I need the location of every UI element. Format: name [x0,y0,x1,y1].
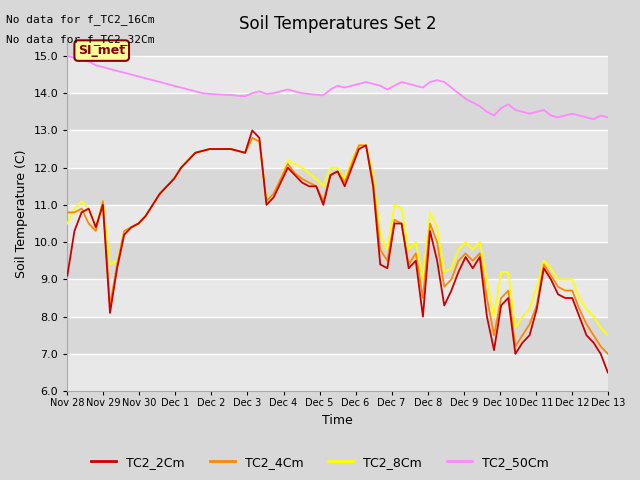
Bar [67,279,608,317]
Bar [67,131,608,168]
Bar [67,37,608,56]
X-axis label: Time: Time [322,414,353,427]
Bar [67,56,608,93]
Text: SI_met: SI_met [78,44,125,57]
Text: No data for f_TC2_16Cm: No data for f_TC2_16Cm [6,14,155,25]
Bar [67,205,608,242]
Bar [67,93,608,131]
Bar [67,168,608,205]
Text: No data for f_TC2_32Cm: No data for f_TC2_32Cm [6,34,155,45]
Legend: TC2_2Cm, TC2_4Cm, TC2_8Cm, TC2_50Cm: TC2_2Cm, TC2_4Cm, TC2_8Cm, TC2_50Cm [86,451,554,474]
Bar [67,317,608,354]
Title: Soil Temperatures Set 2: Soil Temperatures Set 2 [239,15,436,33]
Bar [67,354,608,391]
Bar [67,242,608,279]
Y-axis label: Soil Temperature (C): Soil Temperature (C) [15,150,28,278]
